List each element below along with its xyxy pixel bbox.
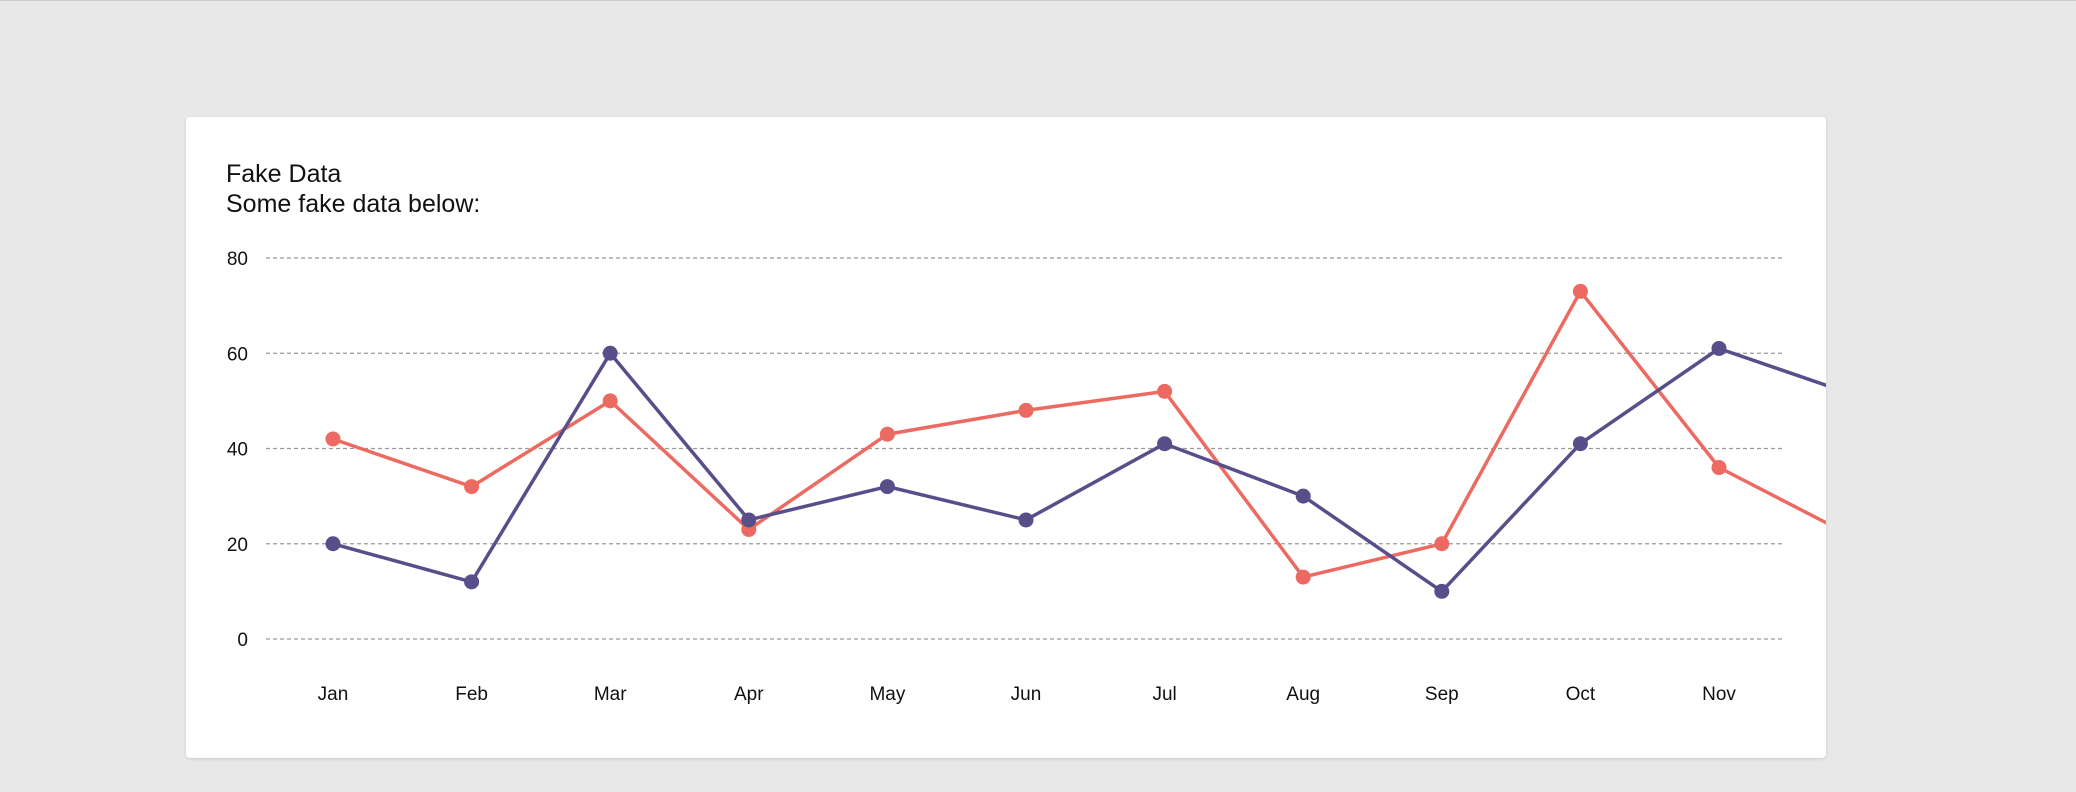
- data-point[interactable]: [464, 574, 480, 590]
- data-point[interactable]: [1295, 569, 1311, 585]
- y-tick-label: 0: [237, 630, 248, 651]
- x-axis-ticks: JanFebMarAprMayJunJulAugSepOctNovDec: [318, 684, 1737, 705]
- data-point[interactable]: [325, 536, 341, 552]
- x-tick-label: Oct: [1566, 684, 1596, 705]
- data-point[interactable]: [879, 426, 895, 442]
- x-tick-label: Nov: [1702, 684, 1736, 705]
- y-axis-ticks: 0 20 40 60 80: [227, 249, 248, 651]
- data-point[interactable]: [1018, 512, 1034, 528]
- data-point[interactable]: [1157, 436, 1173, 452]
- x-tick-label: Sep: [1425, 684, 1459, 705]
- data-point[interactable]: [602, 393, 618, 409]
- data-point[interactable]: [1434, 583, 1450, 599]
- data-point[interactable]: [464, 479, 480, 495]
- series-line: [331, 289, 1826, 579]
- chart-card: Fake Data Some fake data below: 0 20 40 60 8…: [186, 117, 1826, 758]
- x-tick-label: Feb: [455, 684, 488, 705]
- line-chart: 0 20 40 60 80 Jan Feb Mar Apr May Jun Jul Aug Sep Oct…: [227, 249, 1826, 705]
- data-point[interactable]: [325, 431, 341, 447]
- data-point[interactable]: [879, 479, 895, 495]
- data-point[interactable]: [1157, 383, 1173, 399]
- data-point[interactable]: [1434, 536, 1450, 552]
- y-tick-label: 60: [227, 344, 248, 365]
- data-point[interactable]: [741, 512, 757, 528]
- y-tick-label: 40: [227, 440, 248, 461]
- series-1: [325, 340, 1826, 599]
- x-tick-label: Jun: [1011, 684, 1042, 705]
- x-tick-label: Jul: [1152, 684, 1176, 705]
- y-tick-label: 80: [227, 249, 248, 270]
- data-point[interactable]: [1018, 402, 1034, 418]
- x-tick-label: Apr: [734, 684, 764, 705]
- chart-subtitle: Some fake data below:: [226, 190, 481, 218]
- x-tick-label: Aug: [1286, 684, 1320, 705]
- series-0: [325, 283, 1826, 585]
- data-point[interactable]: [1295, 488, 1311, 504]
- data-point[interactable]: [602, 345, 618, 361]
- x-tick-label: Mar: [594, 684, 627, 705]
- chart-title: Fake Data: [226, 160, 342, 188]
- data-point[interactable]: [1572, 283, 1588, 299]
- y-tick-label: 20: [227, 535, 248, 556]
- gridlines: [266, 257, 1782, 640]
- top-divider: [0, 0, 2076, 1]
- data-point[interactable]: [1711, 340, 1727, 356]
- data-point[interactable]: [1572, 436, 1588, 452]
- x-tick-label: Jan: [318, 684, 349, 705]
- data-point[interactable]: [1711, 460, 1727, 476]
- series-lines: [325, 283, 1826, 599]
- x-tick-label: May: [869, 684, 905, 705]
- series-line: [331, 346, 1826, 594]
